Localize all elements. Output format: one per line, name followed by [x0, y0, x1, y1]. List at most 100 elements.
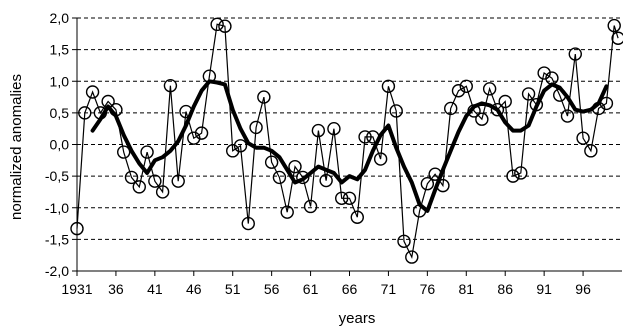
data-point [272, 170, 287, 185]
data-point [467, 104, 481, 118]
data-point [459, 79, 473, 94]
data-point [78, 106, 92, 120]
data-point [327, 121, 341, 136]
data-point [296, 170, 310, 185]
data-point [171, 174, 185, 188]
data-point [521, 87, 536, 101]
data-point [560, 109, 575, 123]
data-point [148, 174, 162, 188]
data-point [584, 144, 598, 158]
data-point [545, 71, 559, 85]
data-point [210, 17, 224, 32]
data-point [303, 199, 318, 214]
data-point [451, 84, 466, 98]
data-point [389, 104, 403, 118]
data-point [124, 170, 139, 185]
data-point [93, 106, 108, 120]
data-point [553, 88, 567, 102]
data-point [611, 31, 623, 45]
x-tick-label: 46 [186, 281, 202, 297]
axes [72, 17, 622, 276]
x-tick-label: 51 [225, 281, 241, 297]
data-point [117, 145, 131, 159]
data-point [101, 94, 115, 109]
x-tick-label: 96 [575, 281, 591, 297]
data-point [358, 130, 372, 144]
series [70, 17, 623, 264]
x-tick-label: 41 [147, 281, 163, 297]
data-point [514, 166, 528, 180]
y-tick-label: 1,5 [50, 42, 70, 58]
data-point [311, 123, 326, 138]
data-point [490, 103, 505, 117]
data-point [257, 90, 271, 104]
data-point [576, 131, 590, 145]
data-point [436, 178, 450, 193]
data-point [482, 82, 497, 96]
data-point [498, 94, 512, 109]
data-point [366, 130, 380, 144]
x-tick-label: 56 [264, 281, 280, 297]
data-point [319, 173, 333, 188]
data-point [412, 204, 427, 218]
x-axis-title: years [339, 310, 376, 327]
data-point [444, 101, 458, 116]
data-point [420, 177, 435, 191]
data-point [288, 159, 302, 174]
data-point [218, 19, 232, 33]
data-point [194, 126, 209, 140]
data-point [264, 155, 279, 169]
data-point [506, 169, 520, 183]
x-tick-label: 61 [303, 281, 319, 297]
x-tick-label: 76 [420, 281, 436, 297]
y-tick-label: -1,5 [45, 231, 69, 247]
data-point [428, 167, 442, 181]
data-point [140, 145, 154, 159]
data-point [241, 216, 255, 231]
y-tick-labels: -2,0 -1,5 -1,0 -0,5 0,0 0,5 1,0 1,5 2,0 [45, 10, 69, 279]
data-point [373, 152, 388, 166]
y-tick-label: 2,0 [50, 10, 70, 26]
data-point [529, 97, 544, 112]
data-point [249, 120, 263, 135]
data-point [132, 180, 146, 194]
data-point [202, 69, 217, 83]
data-point [155, 185, 170, 199]
annual-series-line [76, 23, 619, 260]
x-tick-label: 66 [342, 281, 358, 297]
y-tick-label: -0,5 [45, 168, 69, 184]
y-tick-label: 1,0 [50, 73, 70, 89]
y-tick-label: -2,0 [45, 263, 69, 279]
y-axis-title: normalized anomalies [8, 74, 25, 220]
x-tick-label: 81 [458, 281, 474, 297]
data-point [350, 210, 364, 224]
y-tick-label: -1,0 [45, 200, 69, 216]
data-point [599, 96, 614, 111]
data-point [233, 139, 248, 153]
data-point [85, 85, 100, 99]
x-tick-label: 91 [536, 281, 552, 297]
data-point [163, 78, 178, 93]
gridlines [77, 17, 622, 240]
x-tick-label: 36 [108, 281, 124, 297]
data-point [405, 250, 419, 264]
smoothed-series-line [90, 79, 609, 213]
data-point [179, 104, 193, 119]
data-point [109, 103, 123, 117]
data-point [397, 234, 411, 248]
y-tick-label: 0,0 [50, 137, 70, 153]
data-point [381, 79, 396, 94]
y-tick-label: 0,5 [50, 105, 70, 121]
data-point [335, 191, 349, 205]
data-point [607, 18, 621, 33]
x-tick-labels: 1931 36 41 46 51 56 61 66 71 76 81 86 91 96 [61, 281, 591, 297]
data-point [568, 47, 582, 61]
x-tick-label: 71 [381, 281, 397, 297]
data-point [475, 112, 489, 126]
data-point [342, 191, 357, 205]
x-tick-label: 86 [497, 281, 513, 297]
x-tick-label: 1931 [61, 281, 92, 297]
data-point [280, 205, 294, 219]
